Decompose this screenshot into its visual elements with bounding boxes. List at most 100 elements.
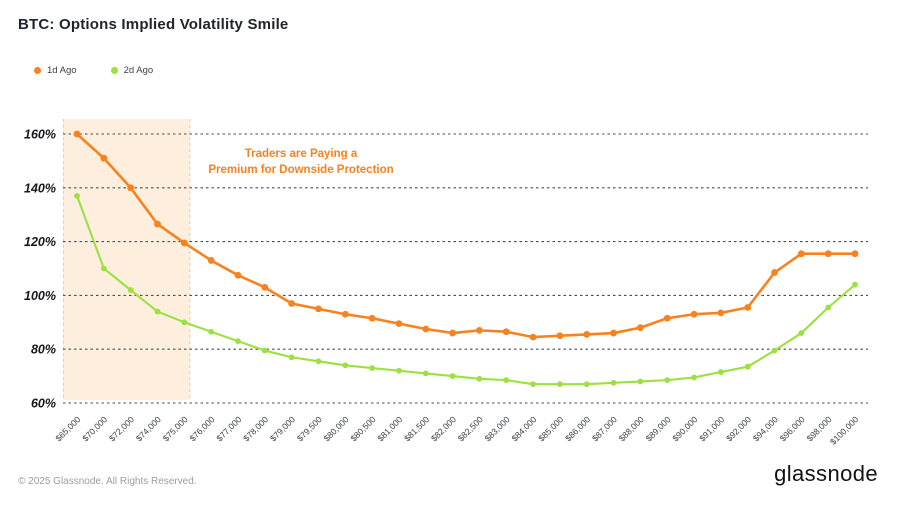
- data-point: [502, 328, 510, 336]
- x-axis-tick-label: $80,000: [322, 414, 351, 443]
- data-point: [100, 154, 108, 162]
- data-point: [583, 331, 591, 338]
- data-point: [368, 314, 376, 322]
- x-axis-tick-label: $96,000: [778, 414, 807, 443]
- data-point: [127, 287, 134, 293]
- y-axis-tick-label: 120%: [24, 235, 56, 249]
- data-point: [180, 239, 188, 247]
- x-axis-tick-label: $100,000: [828, 414, 861, 447]
- data-point: [797, 250, 805, 258]
- data-point: [610, 379, 617, 386]
- data-point: [100, 265, 107, 272]
- x-axis-tick-label: $78,000: [241, 414, 270, 443]
- data-point: [691, 374, 697, 381]
- x-axis-tick-label: $82,500: [456, 414, 485, 443]
- data-point: [583, 381, 590, 388]
- data-point: [449, 373, 456, 379]
- data-point: [798, 330, 805, 336]
- x-axis-tick-label: $75,000: [161, 414, 190, 443]
- data-point: [771, 269, 778, 276]
- y-axis-tick-label: 160%: [24, 128, 56, 142]
- data-point: [663, 314, 671, 322]
- y-axis-tick-label: 100%: [24, 289, 56, 303]
- x-axis-tick-label: $76,000: [188, 414, 217, 443]
- chart-legend: 1d Ago 2d Ago: [34, 65, 153, 76]
- data-point: [449, 329, 456, 337]
- x-axis-tick-label: $81,000: [375, 414, 404, 443]
- data-point: [771, 347, 778, 354]
- x-axis-tick-label: $91,000: [697, 414, 726, 443]
- y-axis-tick-label: 80%: [31, 343, 56, 357]
- data-point: [422, 325, 430, 333]
- data-point: [556, 332, 564, 340]
- page-title: BTC: Options Implied Volatility Smile: [18, 16, 289, 33]
- data-point: [288, 300, 296, 307]
- data-point: [824, 250, 832, 258]
- x-axis-tick-label: $87,000: [590, 414, 619, 443]
- data-point: [744, 304, 752, 311]
- x-axis-tick-label: $92,000: [724, 414, 753, 443]
- data-point: [664, 377, 671, 384]
- x-axis-tick-label: $79,000: [268, 414, 297, 443]
- data-point: [234, 271, 242, 279]
- x-axis-tick-label: $74,000: [134, 414, 163, 443]
- data-point: [422, 370, 429, 377]
- data-point: [744, 363, 751, 370]
- data-point: [341, 310, 349, 318]
- data-point: [261, 347, 268, 354]
- data-point: [207, 257, 215, 264]
- data-point: [369, 365, 376, 371]
- data-point: [154, 220, 161, 228]
- data-point: [395, 320, 403, 328]
- glassnode-logo: glassnode: [774, 461, 878, 486]
- data-point: [852, 281, 858, 288]
- highlight-band: [63, 119, 190, 400]
- data-point: [315, 305, 322, 313]
- data-point: [717, 309, 725, 317]
- data-point: [825, 304, 832, 311]
- series-line-2d-ago: [75, 194, 857, 386]
- data-point: [530, 381, 536, 388]
- series-line-1d-ago: [75, 132, 857, 339]
- data-point: [529, 333, 537, 341]
- annotation-line-2: Premium for Downside Protection: [208, 164, 394, 176]
- data-point: [503, 377, 510, 384]
- data-point: [127, 184, 135, 192]
- annotation-line-1: Traders are Paying a: [244, 148, 358, 160]
- x-axis-tick-label: $65,000: [53, 414, 82, 443]
- x-axis-tick-label: $80,500: [348, 414, 377, 443]
- data-point: [636, 324, 644, 332]
- legend-label: 1d Ago: [47, 65, 77, 76]
- data-point: [342, 362, 349, 369]
- x-axis-tick-label: $89,000: [644, 414, 673, 443]
- x-axis-tick-label: $85,000: [536, 414, 565, 443]
- x-axis-tick-label: $79,500: [295, 414, 324, 443]
- x-axis-tick-label: $90,000: [670, 414, 699, 443]
- data-point: [637, 378, 644, 385]
- chart-annotation: Traders are Paying a Premium for Downsid…: [168, 146, 434, 178]
- data-point: [556, 381, 563, 388]
- data-point: [476, 375, 483, 382]
- data-point: [288, 354, 295, 361]
- x-axis-tick-label: $84,000: [509, 414, 538, 443]
- x-axis-tick-label: $82,000: [429, 414, 458, 443]
- y-axis-tick-label: 60%: [31, 397, 56, 411]
- legend-item-2d-ago[interactable]: 2d Ago: [110, 65, 153, 76]
- data-point: [73, 130, 81, 138]
- data-point: [208, 328, 215, 335]
- data-point: [181, 319, 188, 326]
- x-axis-tick-label: $72,000: [107, 414, 136, 443]
- legend-item-1d-ago[interactable]: 1d Ago: [34, 65, 77, 76]
- x-axis-tick-label: $81,500: [402, 414, 431, 443]
- data-point: [261, 283, 269, 291]
- data-point: [315, 358, 322, 365]
- x-axis-tick-label: $88,000: [617, 414, 646, 443]
- x-axis-tick-label: $86,000: [563, 414, 592, 443]
- data-point: [235, 338, 241, 345]
- x-axis-tick-label: $70,000: [80, 414, 109, 443]
- legend-dot-icon: [34, 67, 41, 74]
- x-axis-tick-label: $83,000: [483, 414, 512, 443]
